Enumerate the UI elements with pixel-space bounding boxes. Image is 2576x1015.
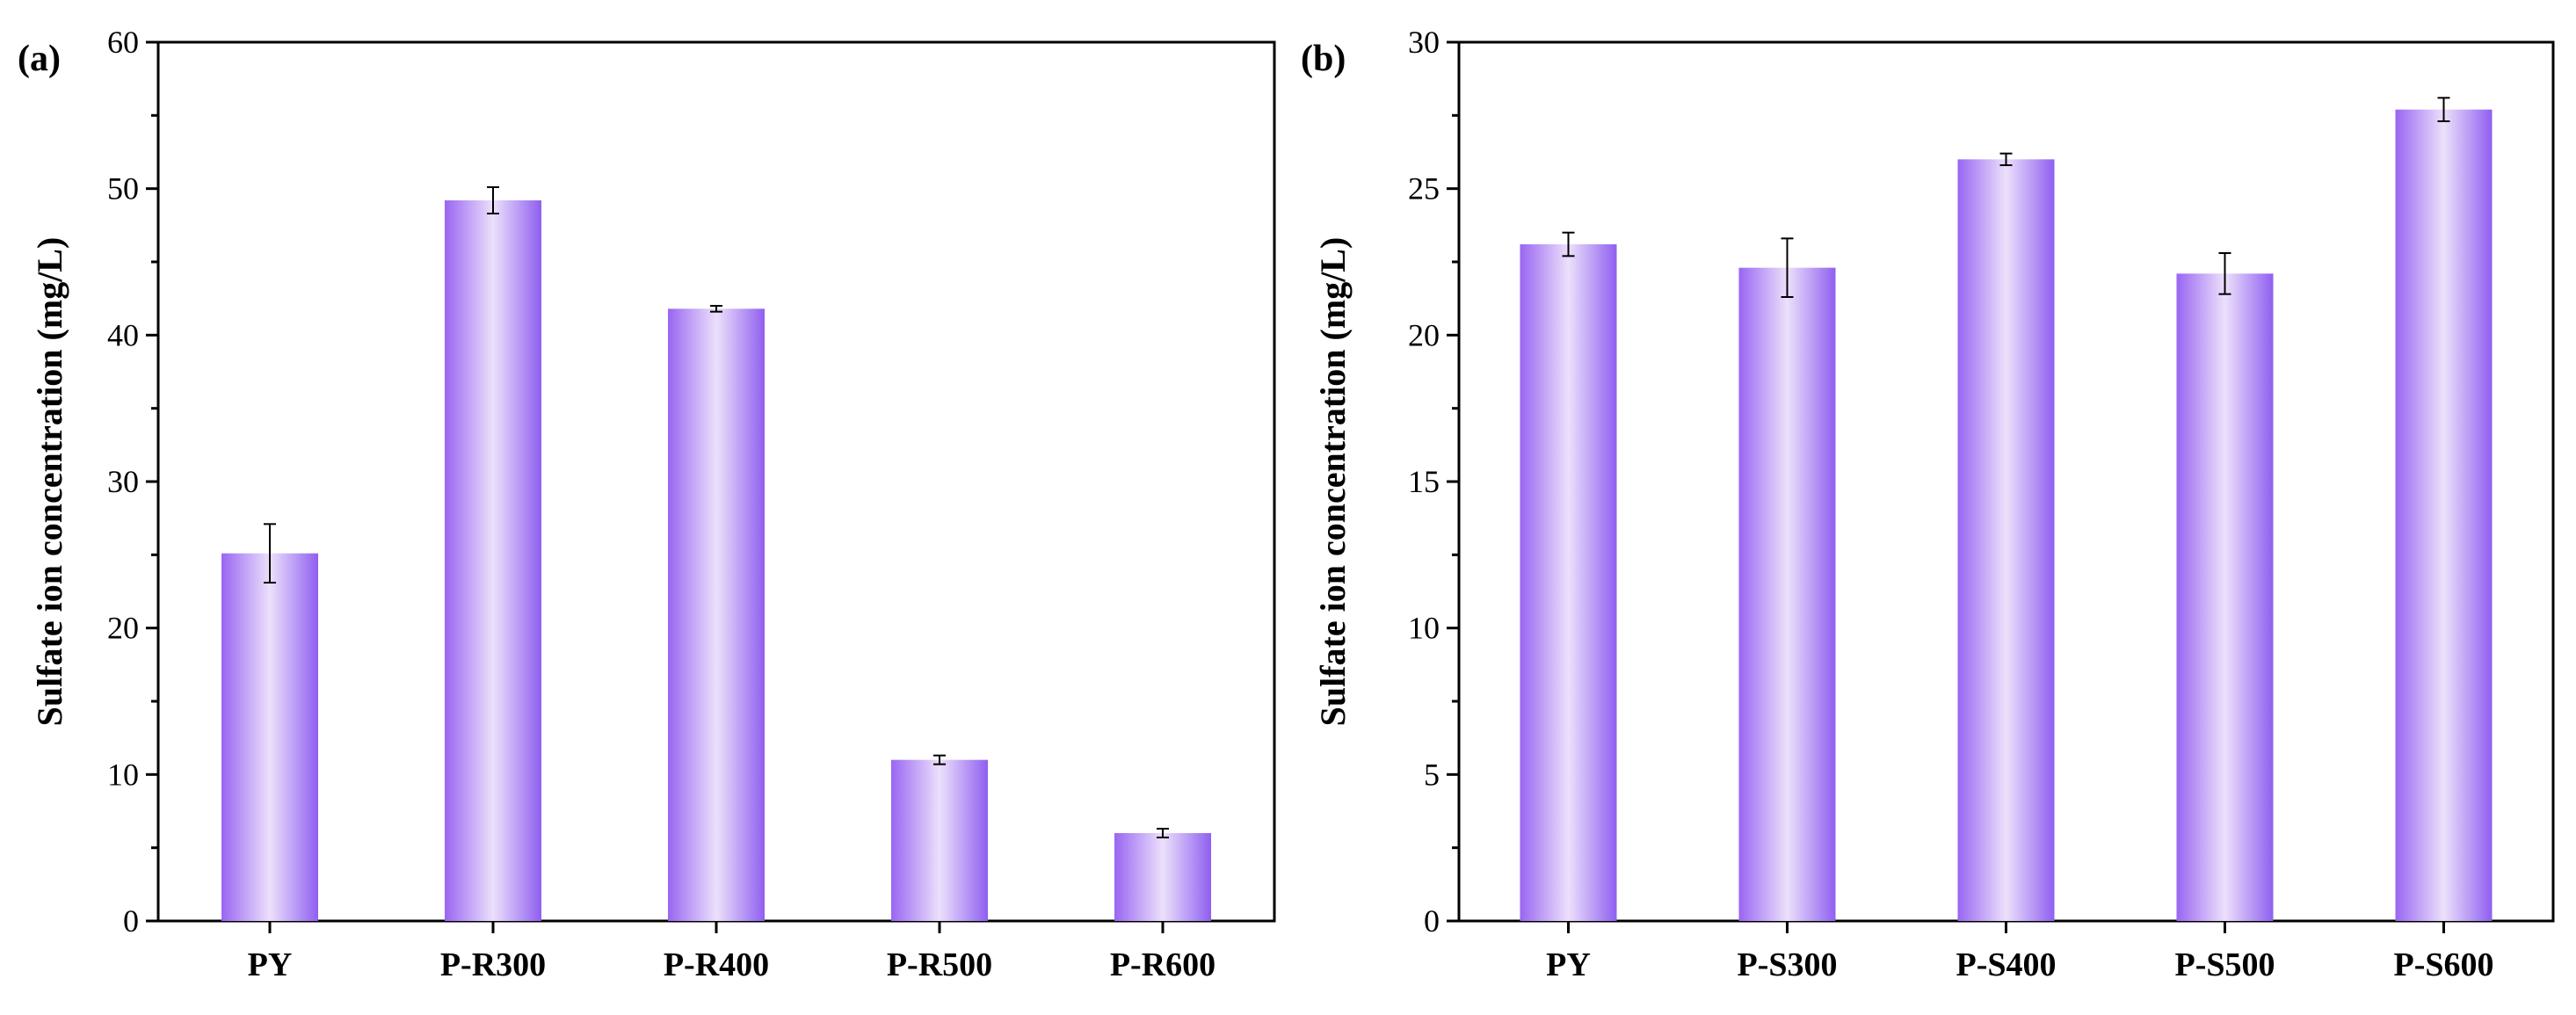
bar-p-s600 [2395,109,2493,921]
y-tick-label: 20 [107,611,139,646]
x-category-label: P-R600 [1110,946,1215,983]
x-axis-ticks [1567,921,2445,933]
x-axis-category-labels: PY P-S300 P-S400 P-S500 P-S600 [1546,946,2493,983]
bar-py [1520,244,1617,921]
bar-series [221,200,1211,921]
y-axis-ticks [1447,40,1459,923]
bar-p-s300 [1738,267,1836,922]
y-axis-title: Sulfate ion concentration (mg/L) [30,237,69,727]
error-bar-py [1562,231,1575,257]
x-category-label: P-S600 [2394,946,2494,983]
bar-py [221,553,318,921]
x-category-label: PY [1546,946,1591,983]
x-category-label: P-S500 [2175,946,2275,983]
error-bar-p-r400 [710,305,722,313]
y-tick-label: 0 [123,903,139,939]
x-category-label: PY [248,946,293,983]
y-axis-title: Sulfate ion concentration (mg/L) [1313,237,1353,727]
y-tick-label: 30 [107,464,139,499]
y-tick-label: 20 [1408,317,1440,352]
x-category-label: P-R300 [440,946,546,983]
error-bar-series [264,186,1169,838]
error-bar-p-s300 [1781,237,1794,298]
error-bar-series [1562,97,2450,298]
y-tick-label: 15 [1408,464,1440,499]
bar-p-s500 [2176,273,2274,921]
x-category-label: P-S400 [1956,946,2057,983]
x-category-label: P-R400 [664,946,769,983]
error-bar-p-r300 [487,186,499,214]
y-tick-label: 10 [107,757,139,792]
error-bar-p-r600 [1157,828,1169,838]
y-tick-label: 25 [1408,171,1440,207]
bar-p-r600 [1114,833,1211,921]
bar-p-r400 [668,308,765,921]
y-tick-label: 40 [107,317,139,352]
y-axis-ticks [146,40,158,923]
bar-p-s400 [1957,159,2055,922]
error-bar-py [264,523,276,584]
bar-p-r500 [891,759,988,921]
chart-panel-b: (b) Sulfate ion concentration (mg/L) PY P… [1301,25,2555,983]
x-axis-category-labels: PY P-R300 P-R400 P-R500 P-R600 [248,946,1215,983]
error-bar-p-s600 [2437,97,2450,122]
y-tick-label: 30 [1408,25,1440,60]
y-axis-tick-labels: 0 10 20 30 40 50 60 [107,25,139,939]
chart-panel-a: (a) Sulfate ion concentration (mg/L) PY P… [18,25,1276,983]
y-tick-label: 60 [107,25,139,60]
panel-label: (b) [1301,39,1346,79]
x-category-label: P-S300 [1738,946,1838,983]
y-tick-label: 50 [107,171,139,207]
x-axis-ticks [268,921,1165,933]
error-bar-p-r500 [933,754,946,765]
bar-p-r300 [445,200,541,921]
y-tick-label: 0 [1424,903,1440,939]
panel-label: (a) [18,39,61,79]
error-bar-p-s400 [1999,152,2013,166]
y-axis-tick-labels: 0 5 10 15 20 25 30 [1408,25,1440,939]
error-bar-p-s500 [2218,252,2231,295]
y-tick-label: 10 [1408,611,1440,646]
y-tick-label: 5 [1424,757,1440,792]
x-category-label: P-R500 [887,946,992,983]
bar-series [1520,109,2493,922]
